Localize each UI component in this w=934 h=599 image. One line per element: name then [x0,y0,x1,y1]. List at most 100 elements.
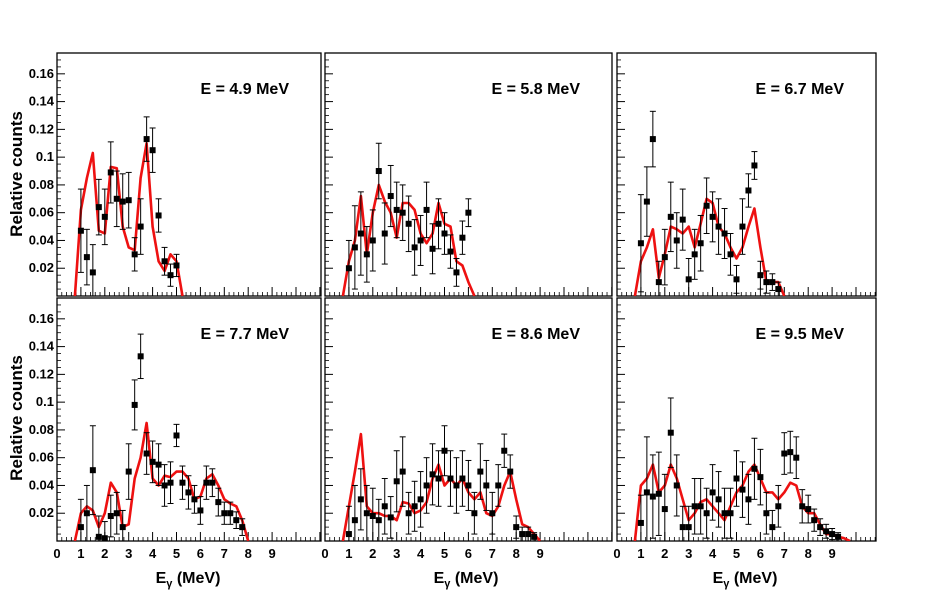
model-curve [73,421,250,541]
data-point [167,272,174,279]
data-point [447,248,454,255]
x-tick-label: 2 [101,546,108,561]
data-point [77,227,84,234]
x-tick-label: 5 [441,546,448,561]
data-point [715,496,722,503]
x-tick-label: 1 [77,546,84,561]
data-point [715,223,722,230]
data-point [799,503,806,510]
data-point [369,237,376,244]
data-point [143,450,150,457]
data-point [399,468,406,475]
data-point [405,510,412,517]
y-axis-label-top: Relative counts [7,111,26,237]
data-point [673,482,680,489]
data-point [745,496,752,503]
y-tick-label: 0.12 [29,366,54,381]
data-point [185,489,192,496]
data-point [113,195,120,202]
data-point [119,524,126,531]
data-point [233,517,240,524]
data-point [125,468,132,475]
data-point [393,478,400,485]
x-tick-label: 8 [513,546,520,561]
data-point [131,401,138,408]
data-point [757,272,764,279]
panel-frame [616,297,877,542]
data-point [751,162,758,169]
data-point [113,510,120,517]
x-tick-label: 9 [268,546,275,561]
data-point [137,223,144,230]
data-point [691,503,698,510]
data-point [757,474,764,481]
data-point [649,493,656,500]
data-point [137,353,144,360]
data-point [429,471,436,478]
data-point [465,209,472,216]
data-point [417,496,424,503]
plot-area [341,425,542,541]
data-point [89,269,96,276]
data-point [739,223,746,230]
data-point [703,202,710,209]
data-point [655,279,662,286]
plot-area [633,110,786,296]
y-tick-label: 0.16 [29,311,54,326]
data-point [429,245,436,252]
y-tick-label: 0.14 [29,339,55,354]
x-axis-label-1: Eγ (MeV) [156,570,221,590]
data-point [745,187,752,194]
y-tick-label: 0.04 [29,477,55,492]
data-point [781,450,788,457]
data-point [149,458,156,465]
x-axis-label-main: E [156,570,167,587]
y-tick-label: 0.16 [29,66,54,81]
data-point [787,449,794,456]
x-tick-label: 1 [637,546,644,561]
data-point [643,489,650,496]
data-point [351,517,358,524]
data-point [835,533,842,540]
data-point [381,230,388,237]
data-point [227,510,234,517]
panel-4: 0.02 0.04 0.06 0.08 0.1 0.12 0.14 0.16 0 1 2 3 4 5 6 7 8… [29,297,322,561]
data-point [83,510,90,517]
data-point [155,212,162,219]
data-point [805,506,812,513]
data-point [495,482,502,489]
data-point [387,193,394,200]
panel-title: E = 9.5 MeV [756,326,845,343]
data-point [691,251,698,258]
data-point [143,136,150,143]
data-point [679,216,686,223]
panel-title: E = 8.6 MeV [492,326,581,343]
y-tick-label: 0.12 [29,121,54,136]
data-point [393,206,400,213]
data-point [125,197,132,204]
data-point [155,461,162,468]
data-point [763,510,770,517]
panels-group: 0.020.040.060.080.10.120.140.16E = 4.9 M… [29,52,877,561]
panel-title: E = 6.7 MeV [756,81,845,98]
data-point [751,465,758,472]
data-point [721,510,728,517]
y-tick-label: 0.1 [36,394,54,409]
data-point [673,237,680,244]
data-point [739,486,746,493]
data-point [221,510,228,517]
data-point [667,429,674,436]
x-tick-label: 6 [197,546,204,561]
model-curve [633,197,786,296]
panel-frame [616,52,877,297]
data-point [363,251,370,258]
data-point [637,240,644,247]
data-point [375,517,382,524]
data-point [525,531,532,538]
data-point [209,479,216,486]
data-point [363,510,370,517]
x-tick-label: 7 [489,546,496,561]
data-point [697,503,704,510]
data-point [369,513,376,520]
data-point [167,479,174,486]
